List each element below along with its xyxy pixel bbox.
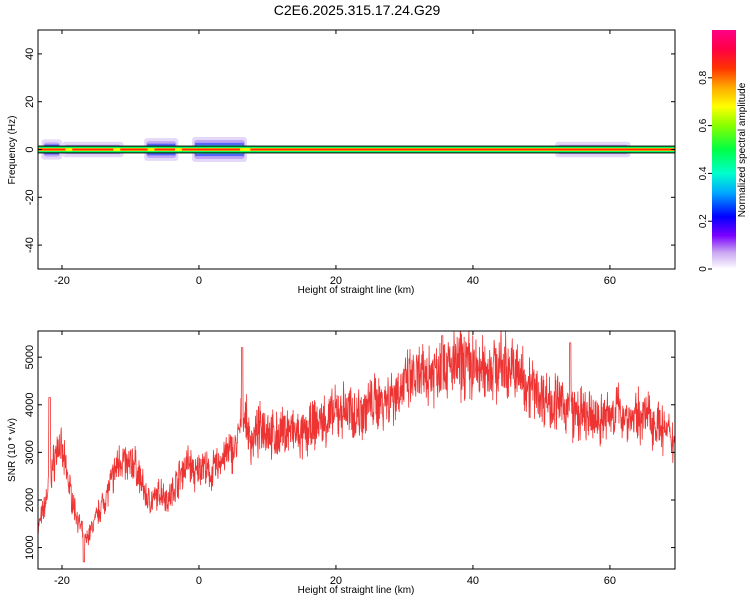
y-tick-label: 4000 [24,393,36,417]
figure-title: C2E6.2025.315.17.24.G29 [274,2,441,18]
band-gap [65,148,73,151]
spectrogram-panel: -20 0 20 40 60 -40 -20 0 20 40 Height of straigh… [7,29,676,296]
snr-panel: -20 0 20 40 60 1000 2000 3000 4000 5000 Height o… [7,330,676,596]
spectrogram-x-axis-label: Height of straight line (km) [298,285,415,296]
colorbar-tick-label: 0.4 [698,166,709,180]
x-tick-label: 40 [467,575,479,587]
x-tick-label: 60 [604,575,616,587]
y-tick-label: -20 [24,189,36,205]
snr-line-layer [38,331,675,563]
spectrogram-x-ticks: -20 0 20 40 60 [54,30,616,287]
y-tick-label: 0 [24,146,36,152]
colorbar-ticks: 0 0.2 0.4 0.6 0.8 [698,70,712,272]
x-tick-label: -20 [54,275,70,287]
x-tick-label: 0 [196,275,202,287]
colorbar-tick-label: 0.8 [698,70,709,84]
snr-plot-area [38,331,675,569]
band-gap [147,148,155,151]
colorbar-tick-label: 0 [698,266,709,272]
colorbar-tick-label: 0.6 [698,118,709,132]
y-tick-label: 40 [24,48,36,60]
snr-series-line [38,331,675,563]
y-tick-label: 5000 [24,345,36,369]
spectrogram-band-layer [38,145,675,154]
y-tick-label: 1000 [24,535,36,559]
snr-y-ticks: 1000 2000 3000 4000 5000 [24,345,675,560]
y-tick-label: 3000 [24,440,36,464]
y-tick-label: 20 [24,96,36,108]
band-gap [113,148,121,151]
x-tick-label: 40 [467,275,479,287]
colorbar-tick-label: 0.2 [698,214,709,228]
band-gap [174,148,182,151]
x-tick-label: 60 [604,275,616,287]
y-tick-label: 2000 [24,488,36,512]
y-tick-label: -40 [24,237,36,253]
x-tick-label: -20 [54,575,70,587]
x-tick-label: 20 [330,575,342,587]
spectrogram-y-axis-label: Frequency (Hz) [7,116,18,185]
x-tick-label: 0 [196,575,202,587]
x-tick-label: 20 [330,275,342,287]
band-core [38,148,675,151]
snr-y-axis-label: SNR (10 * v/v) [7,418,18,482]
colorbar-label: Normalized spectral amplitude [737,82,748,217]
snr-x-axis-label: Height of straight line (km) [298,585,415,596]
band-gap [240,148,251,151]
spectrogram-y-ticks: -40 -20 0 20 40 [24,48,675,253]
snr-frame [37,330,676,570]
snr-x-ticks: -20 0 20 40 60 [54,331,616,587]
colorbar: 0 0.2 0.4 0.6 0.8 Normalized spectral amplit… [698,30,748,272]
colorbar-gradient [712,30,736,269]
